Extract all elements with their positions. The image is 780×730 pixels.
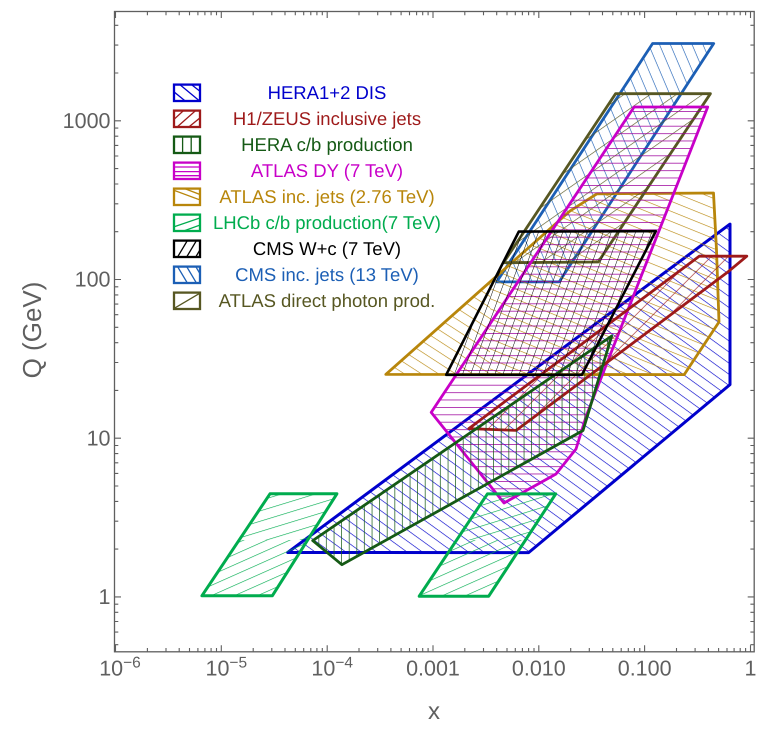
svg-text:0.010: 0.010 <box>512 657 566 681</box>
svg-text:H1/ZEUS inclusive jets: H1/ZEUS inclusive jets <box>233 108 421 129</box>
svg-text:CMS W+c (7 TeV): CMS W+c (7 TeV) <box>253 238 401 259</box>
svg-text:ATLAS direct photon prod.: ATLAS direct photon prod. <box>219 290 436 311</box>
svg-text:1: 1 <box>745 657 757 681</box>
svg-text:HERA c/b production: HERA c/b production <box>241 134 413 155</box>
svg-text:CMS inc. jets (13 TeV): CMS inc. jets (13 TeV) <box>235 264 419 285</box>
svg-text:ATLAS DY (7 TeV): ATLAS DY (7 TeV) <box>251 160 403 181</box>
svg-text:x: x <box>428 698 440 725</box>
svg-text:Q (GeV): Q (GeV) <box>17 282 47 379</box>
svg-text:10: 10 <box>87 426 111 450</box>
svg-text:0.100: 0.100 <box>618 657 672 681</box>
svg-text:LHCb c/b production(7 TeV): LHCb c/b production(7 TeV) <box>213 212 441 233</box>
svg-text:1: 1 <box>99 585 111 609</box>
svg-text:100: 100 <box>75 268 111 292</box>
svg-text:1000: 1000 <box>63 109 111 133</box>
svg-text:HERA1+2 DIS: HERA1+2 DIS <box>268 82 387 103</box>
svg-text:10−6: 10−6 <box>99 655 141 681</box>
svg-text:ATLAS inc. jets (2.76 TeV): ATLAS inc. jets (2.76 TeV) <box>219 186 434 207</box>
svg-text:0.001: 0.001 <box>406 657 460 681</box>
